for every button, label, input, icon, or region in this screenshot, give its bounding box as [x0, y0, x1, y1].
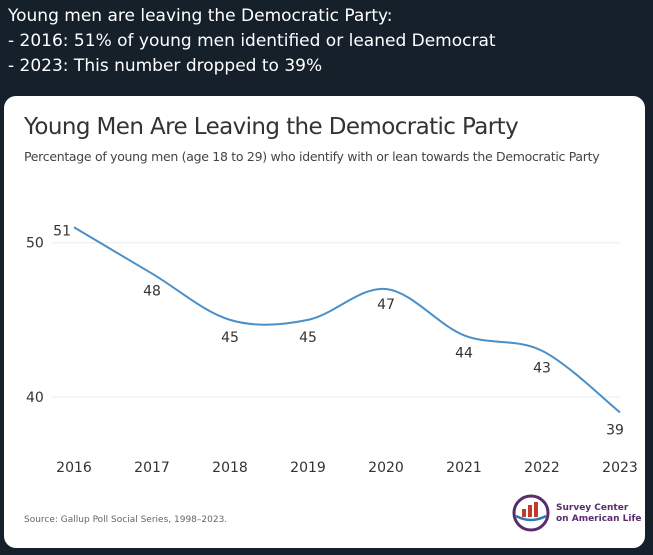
data-label: 44 — [455, 345, 473, 361]
logo-line-1: Survey Center — [556, 503, 629, 513]
data-label: 51 — [53, 223, 71, 239]
series-line — [73, 226, 621, 414]
data-label: 43 — [533, 361, 551, 377]
logo-text: Survey Center on American Life — [556, 503, 642, 525]
data-label: 39 — [606, 422, 624, 438]
x-tick-label: 2018 — [212, 460, 248, 476]
x-tick-label: 2019 — [290, 460, 326, 476]
x-tick-label: 2020 — [368, 460, 404, 476]
tweet-line-3: - 2023: This number dropped to 39% — [8, 56, 323, 76]
x-tick-label: 2023 — [602, 460, 638, 476]
tweet-line-1: Young men are leaving the Democratic Par… — [8, 6, 393, 26]
line-chart: 50 40 2016 2017 2018 2019 2020 2021 2022 2023 51 48… — [26, 223, 638, 476]
y-tick-label: 50 — [26, 236, 44, 252]
data-label: 45 — [221, 330, 239, 346]
data-label: 45 — [299, 330, 317, 346]
x-tick-label: 2021 — [446, 460, 482, 476]
data-label: 48 — [143, 284, 161, 300]
x-tick-label: 2016 — [56, 460, 92, 476]
survey-center-logo: Survey Center on American Life — [512, 494, 641, 536]
logo-line-2: on American Life — [556, 514, 642, 524]
x-tick-label: 2017 — [134, 460, 170, 476]
tweet-text: Young men are leaving the Democratic Par… — [8, 4, 496, 79]
chart-title: Young Men Are Leaving the Democratic Par… — [24, 114, 519, 140]
chart-source: Source: Gallup Poll Social Series, 1998–… — [24, 515, 228, 525]
y-tick-label: 40 — [26, 390, 44, 406]
chart-subtitle: Percentage of young men (age 18 to 29) w… — [24, 149, 600, 164]
x-tick-label: 2022 — [524, 460, 560, 476]
chart-image-card[interactable]: Young Men Are Leaving the Democratic Par… — [4, 96, 645, 548]
bar-chart-logo-icon — [512, 494, 550, 532]
data-label: 47 — [377, 297, 395, 313]
tweet-line-2: - 2016: 51% of young men identified or l… — [8, 31, 496, 51]
